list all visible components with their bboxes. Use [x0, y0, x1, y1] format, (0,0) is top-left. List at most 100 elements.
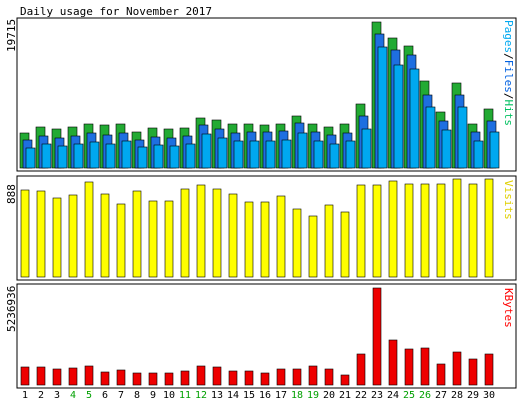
kbytes-bar-3 [52, 368, 62, 386]
kbytes-bar-16 [260, 372, 270, 386]
kbytes-bar-2 [36, 366, 46, 386]
visits-bar-12 [196, 184, 206, 278]
kbytes-bar-21 [340, 374, 350, 386]
pages-bar-18 [297, 132, 308, 169]
kbytes-bar-29 [468, 358, 478, 386]
kbytes-bar-20 [324, 368, 334, 386]
kbytes-bar-6 [100, 371, 110, 386]
pages-bar-6 [105, 143, 116, 169]
kbytes-bar-10 [164, 372, 174, 386]
day-label-18: 18 [291, 390, 303, 401]
pages-bar-12 [201, 133, 212, 169]
kbytes-bar-7 [116, 369, 126, 386]
visits-bar-9 [148, 200, 158, 278]
kbytes-panel-frame [16, 283, 517, 389]
chart-bars [19, 21, 500, 386]
legend-kbytes: KBytes [502, 288, 515, 328]
visits-bar-1 [20, 189, 30, 278]
pages-bar-14 [233, 140, 244, 169]
day-label-24: 24 [387, 390, 399, 401]
pages-bar-23 [377, 46, 388, 169]
legend-slash-2: / [502, 93, 515, 100]
day-label-17: 17 [275, 390, 287, 401]
kbytes-bar-17 [276, 368, 286, 386]
kbytes-bar-4 [68, 367, 78, 386]
visits-bar-22 [356, 184, 366, 278]
x-axis-day-labels: 1 2 3 4 5 6 7 8 9 10 11 12 13 14 15 16 17 18 19 20 21 22 23 24 2… [22, 390, 495, 401]
day-label-11: 11 [179, 390, 191, 401]
visits-bar-10 [164, 200, 174, 278]
pages-bar-8 [137, 146, 148, 169]
kbytes-bar-8 [132, 372, 142, 386]
legend-slash-1: / [502, 53, 515, 60]
day-label-30: 30 [483, 390, 495, 401]
kbytes-bar-25 [404, 348, 414, 386]
visits-bar-3 [52, 197, 62, 278]
pages-bar-10 [169, 145, 180, 169]
kbytes-bar-26 [420, 347, 430, 386]
pages-bar-25 [409, 68, 420, 169]
day-label-5: 5 [86, 390, 92, 401]
day-label-12: 12 [195, 390, 207, 401]
kbytes-bar-14 [228, 370, 238, 386]
day-label-22: 22 [355, 390, 367, 401]
day-label-15: 15 [243, 390, 255, 401]
pages-bar-21 [345, 140, 356, 169]
visits-bar-18 [292, 208, 302, 278]
visits-bar-26 [420, 183, 430, 278]
kbytes-bar-1 [20, 366, 30, 386]
pages-bar-27 [441, 129, 452, 169]
legend-hits: Hits [502, 100, 515, 127]
visits-bar-19 [308, 215, 318, 278]
day-label-28: 28 [451, 390, 463, 401]
visits-bar-27 [436, 183, 446, 278]
kbytes-bar-11 [180, 370, 190, 386]
pages-bar-15 [249, 140, 260, 169]
visits-bar-30 [484, 178, 494, 278]
kbytes-bar-18 [292, 368, 302, 386]
visits-bar-8 [132, 190, 142, 278]
visits-bar-13 [212, 188, 222, 278]
visits-bar-17 [276, 195, 286, 278]
pages-bar-2 [41, 143, 52, 169]
day-label-19: 19 [307, 390, 319, 401]
kbytes-bar-22 [356, 353, 366, 386]
visits-bar-29 [468, 183, 478, 278]
kbytes-bar-24 [388, 339, 398, 386]
day-label-27: 27 [435, 390, 447, 401]
hits-ymax-label: 19715 [5, 19, 18, 52]
legend-files: Files [502, 60, 515, 93]
kbytes-bar-28 [452, 351, 462, 386]
kbytes-bar-30 [484, 353, 494, 386]
pages-bar-5 [89, 141, 100, 169]
chart-title: Daily usage for November 2017 [20, 5, 212, 18]
day-label-26: 26 [419, 390, 431, 401]
visits-bar-15 [244, 201, 254, 278]
day-label-9: 9 [150, 390, 156, 401]
pages-bar-26 [425, 106, 436, 169]
pages-bar-4 [73, 143, 84, 169]
legend-pages: Pages [502, 20, 515, 53]
pages-bar-3 [57, 145, 68, 169]
pages-bar-7 [121, 140, 132, 169]
visits-bar-24 [388, 180, 398, 278]
kbytes-bar-5 [84, 365, 94, 386]
day-label-7: 7 [118, 390, 124, 401]
legend-visits: Visits [502, 180, 515, 220]
pages-bar-30 [489, 131, 500, 169]
hits-panel-legend: Pages/Files/Hits [502, 20, 515, 126]
hits-panel-frame [16, 17, 517, 172]
visits-panel-frame [16, 175, 517, 281]
visits-bar-23 [372, 184, 382, 278]
pages-bar-29 [473, 140, 484, 169]
pages-bar-19 [313, 140, 324, 169]
day-label-20: 20 [323, 390, 335, 401]
day-label-23: 23 [371, 390, 383, 401]
day-label-4: 4 [70, 390, 76, 401]
day-label-3: 3 [54, 390, 60, 401]
visits-bar-4 [68, 194, 78, 278]
kbytes-ymax-label: 5236936 [5, 286, 18, 332]
visits-bar-7 [116, 203, 126, 278]
